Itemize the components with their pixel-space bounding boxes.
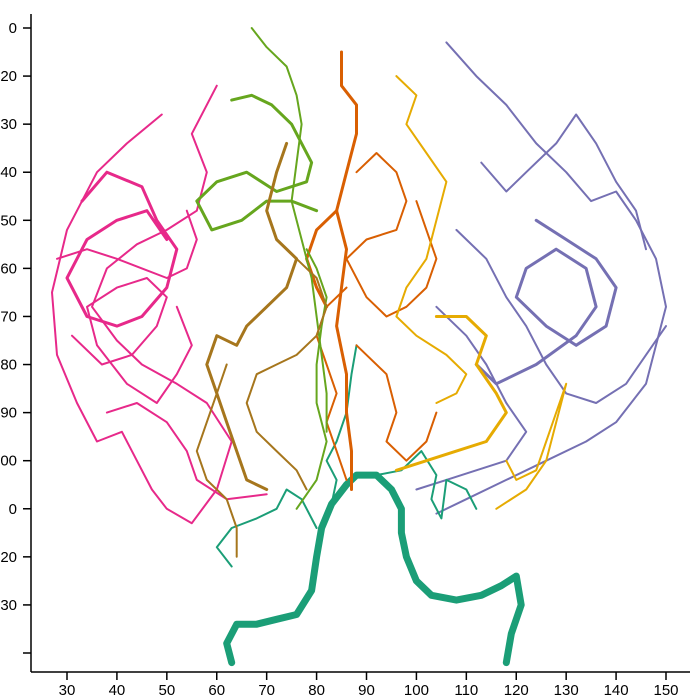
x-tick-label: 30 bbox=[59, 682, 76, 696]
vessel-series-25 bbox=[205, 141, 299, 491]
x-tick-label: 70 bbox=[258, 682, 275, 696]
vessel-series-21 bbox=[495, 382, 568, 510]
vessel-series-24 bbox=[295, 248, 328, 510]
axes-layer bbox=[30, 14, 690, 673]
vessel-series-5 bbox=[435, 41, 667, 515]
y-tick-label: 0 bbox=[9, 20, 17, 37]
vessel-series-15 bbox=[345, 152, 438, 318]
vessel-series-23 bbox=[195, 93, 319, 232]
x-tick-label: 90 bbox=[358, 682, 375, 696]
vessel-series-14 bbox=[335, 50, 358, 491]
x-tick-label: 80 bbox=[308, 682, 325, 696]
x-tick-label: 130 bbox=[554, 682, 579, 696]
x-tick-label: 110 bbox=[454, 682, 478, 696]
vessel-series-0 bbox=[51, 84, 233, 525]
vessel-series-10 bbox=[223, 471, 525, 667]
y-tick-label: 90 bbox=[0, 405, 17, 422]
x-tick-label: 120 bbox=[504, 682, 529, 696]
vessel-series-6 bbox=[474, 218, 618, 386]
vessel-series-27 bbox=[195, 363, 238, 558]
series-layer bbox=[51, 27, 667, 667]
x-tick-label: 100 bbox=[404, 682, 429, 696]
x-tick-label: 60 bbox=[208, 682, 225, 696]
y-tick-label: 80 bbox=[0, 357, 17, 374]
x-tick-label: 140 bbox=[604, 682, 629, 696]
vessel-series-11 bbox=[215, 488, 318, 568]
vessel-series-18 bbox=[355, 344, 438, 462]
y-tick-label: 30 bbox=[0, 597, 17, 614]
x-tick-label: 50 bbox=[158, 682, 175, 696]
y-tick-label: 00 bbox=[0, 453, 17, 470]
y-tick-label: 70 bbox=[0, 308, 17, 325]
vessel-series-9 bbox=[415, 305, 528, 491]
vessel-series-12 bbox=[325, 344, 358, 505]
x-tick-label: 40 bbox=[109, 682, 126, 696]
vessel-series-7 bbox=[480, 113, 647, 251]
x-tick-label: 150 bbox=[653, 682, 678, 696]
ticks-layer: 30 40 50 60 70 80 90 100 110 120 130 140 150 0 20 30 40 5… bbox=[0, 20, 678, 696]
vessel-series-20 bbox=[394, 315, 508, 472]
y-tick-label: 20 bbox=[0, 549, 17, 566]
y-tick-label: 40 bbox=[0, 164, 17, 181]
y-tick-label: 50 bbox=[0, 212, 17, 229]
vessel-series-1 bbox=[65, 170, 179, 328]
vessel-series-3 bbox=[56, 209, 198, 279]
vessel-series-13 bbox=[375, 450, 478, 520]
vessel-series-2 bbox=[71, 277, 193, 404]
vessel-series-19 bbox=[395, 75, 468, 404]
y-tick-label: 60 bbox=[0, 260, 17, 277]
y-tick-label: 30 bbox=[0, 116, 17, 133]
y-tick-label: 0 bbox=[9, 501, 17, 518]
vessel-series-26 bbox=[245, 257, 328, 491]
y-tick-label: 20 bbox=[0, 68, 17, 85]
vessel-series-8 bbox=[455, 228, 667, 404]
